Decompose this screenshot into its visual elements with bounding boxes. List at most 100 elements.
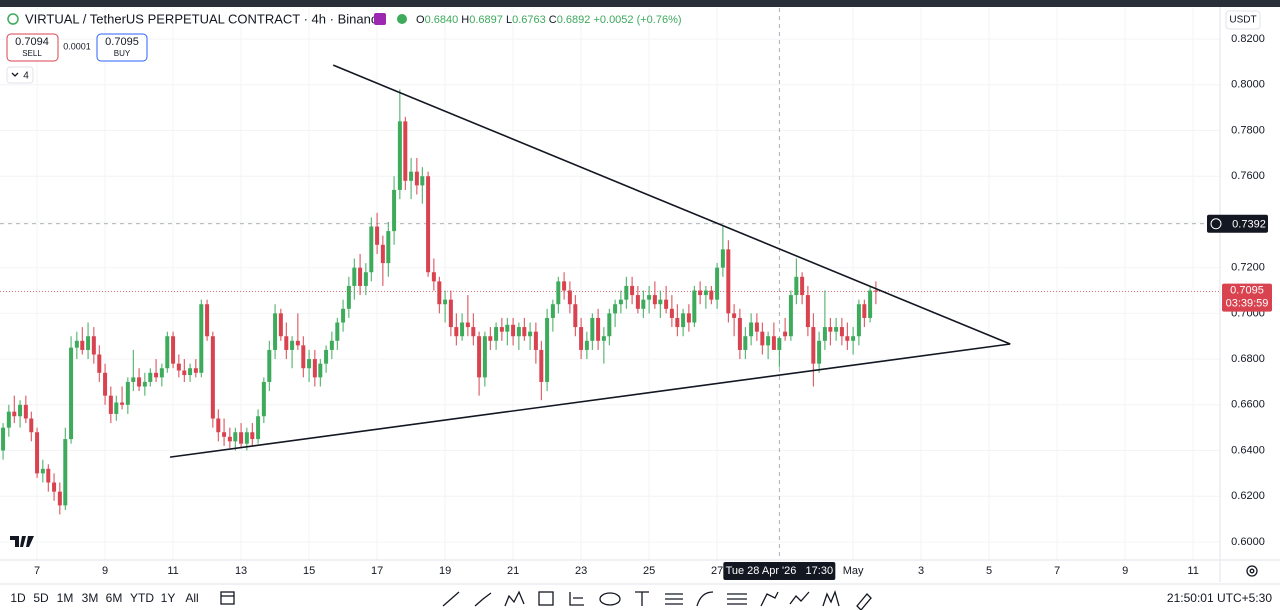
tool-path[interactable] [760, 591, 779, 607]
candle-body [29, 418, 34, 433]
sell-label: SELL [22, 49, 42, 58]
x-tick-label: 23 [575, 565, 587, 577]
tool-text[interactable] [635, 591, 649, 606]
candle-body [675, 317, 680, 328]
candle-body [273, 313, 278, 350]
chevron-icon [11, 72, 19, 77]
candle-body [635, 295, 640, 309]
tool-rect[interactable] [538, 591, 554, 606]
candle-body [720, 249, 725, 268]
candle-body [652, 295, 657, 305]
candle-body [868, 290, 873, 318]
candle-body [834, 327, 839, 332]
candle-body [346, 285, 351, 309]
candle-body [788, 295, 793, 337]
candle-body [511, 324, 516, 337]
candle-body [165, 336, 170, 369]
indicator-toggle[interactable] [6, 66, 34, 84]
candle-body [86, 336, 91, 350]
candle-body [437, 281, 442, 305]
range-button[interactable]: YTD [130, 591, 154, 605]
y-tick-label: 0.6200 [1231, 490, 1265, 502]
candle-body [664, 299, 669, 309]
range-button[interactable]: 6M [106, 591, 123, 605]
range-button[interactable]: 3M [82, 591, 99, 605]
tool-curve[interactable] [696, 591, 714, 607]
candle-body [471, 327, 476, 337]
candle-body [131, 377, 136, 382]
tool-xabcd[interactable] [822, 589, 840, 607]
crosshair-time-label: Tue 28 Apr '26 17:30 [726, 565, 834, 577]
x-tick-label: 17 [371, 565, 383, 577]
candle-body [454, 327, 459, 337]
candle-body [613, 304, 618, 314]
clock: 21:50:01 UTC+5:30 [1167, 591, 1272, 605]
range-button[interactable]: 1M [57, 591, 74, 605]
candle-body [760, 331, 765, 346]
candle-body [267, 349, 272, 382]
trendline [332, 64, 1011, 345]
range-button[interactable]: 1Y [161, 591, 176, 605]
candle-body [596, 317, 601, 341]
candle-body [114, 402, 119, 414]
countdown-label: 03:39:59 [1226, 298, 1269, 310]
candle-body [69, 347, 74, 440]
candle-body [227, 436, 232, 442]
candle-body [137, 377, 142, 387]
candle-body [392, 189, 397, 232]
candle-body [312, 359, 317, 378]
candle-body [12, 411, 17, 417]
range-button[interactable]: 1D [10, 591, 26, 605]
candle-body [159, 368, 164, 378]
tool-channel[interactable] [727, 593, 747, 605]
candle-body [182, 370, 187, 376]
tool-elliott[interactable] [789, 591, 810, 605]
candle-body [261, 381, 266, 417]
tool-position[interactable] [569, 592, 584, 606]
x-tick-label: 7 [1054, 565, 1060, 577]
candle-body [828, 327, 833, 332]
candle-body [522, 327, 527, 337]
currency-button[interactable] [1225, 10, 1261, 30]
candle-body [811, 327, 816, 364]
tool-pattern[interactable] [504, 590, 525, 607]
candle-body [97, 354, 102, 373]
grid [0, 8, 1220, 560]
x-tick-label: 11 [1187, 565, 1198, 577]
candle-body [681, 313, 686, 328]
settings-icon[interactable] [1246, 565, 1258, 577]
candle-body [35, 432, 40, 474]
candle-body [550, 304, 555, 318]
range-button[interactable]: 5D [33, 591, 49, 605]
tool-ellipse[interactable] [599, 592, 621, 606]
range-button[interactable]: All [185, 591, 198, 605]
tool-fib[interactable] [665, 593, 683, 605]
candle-body [335, 322, 340, 341]
candle-body [103, 372, 108, 396]
alert-icon[interactable] [374, 13, 386, 25]
tool-eraser[interactable] [856, 593, 872, 610]
crosshair-time-badge [723, 562, 836, 580]
legend-key: O [416, 14, 425, 26]
candle-body [403, 121, 408, 181]
buy-button[interactable] [96, 33, 148, 62]
candle-body [352, 267, 357, 286]
candle-body [443, 299, 448, 305]
candle-body [148, 372, 153, 382]
legend-value: 0.6897 [469, 14, 503, 26]
candle-body [210, 336, 215, 419]
legend-key: C [549, 14, 557, 26]
candle-body [420, 176, 425, 186]
candle-body [256, 416, 261, 440]
y-tick-label: 0.8000 [1231, 79, 1265, 91]
sell-button[interactable] [6, 33, 59, 62]
candle-body [233, 432, 238, 442]
tool-line[interactable] [442, 591, 460, 607]
candle-body [199, 304, 204, 373]
calendar-icon[interactable] [220, 591, 235, 605]
tool-ray[interactable] [474, 592, 492, 607]
candle-body [749, 322, 754, 337]
candle-body [584, 340, 589, 350]
candle-body [301, 345, 306, 369]
